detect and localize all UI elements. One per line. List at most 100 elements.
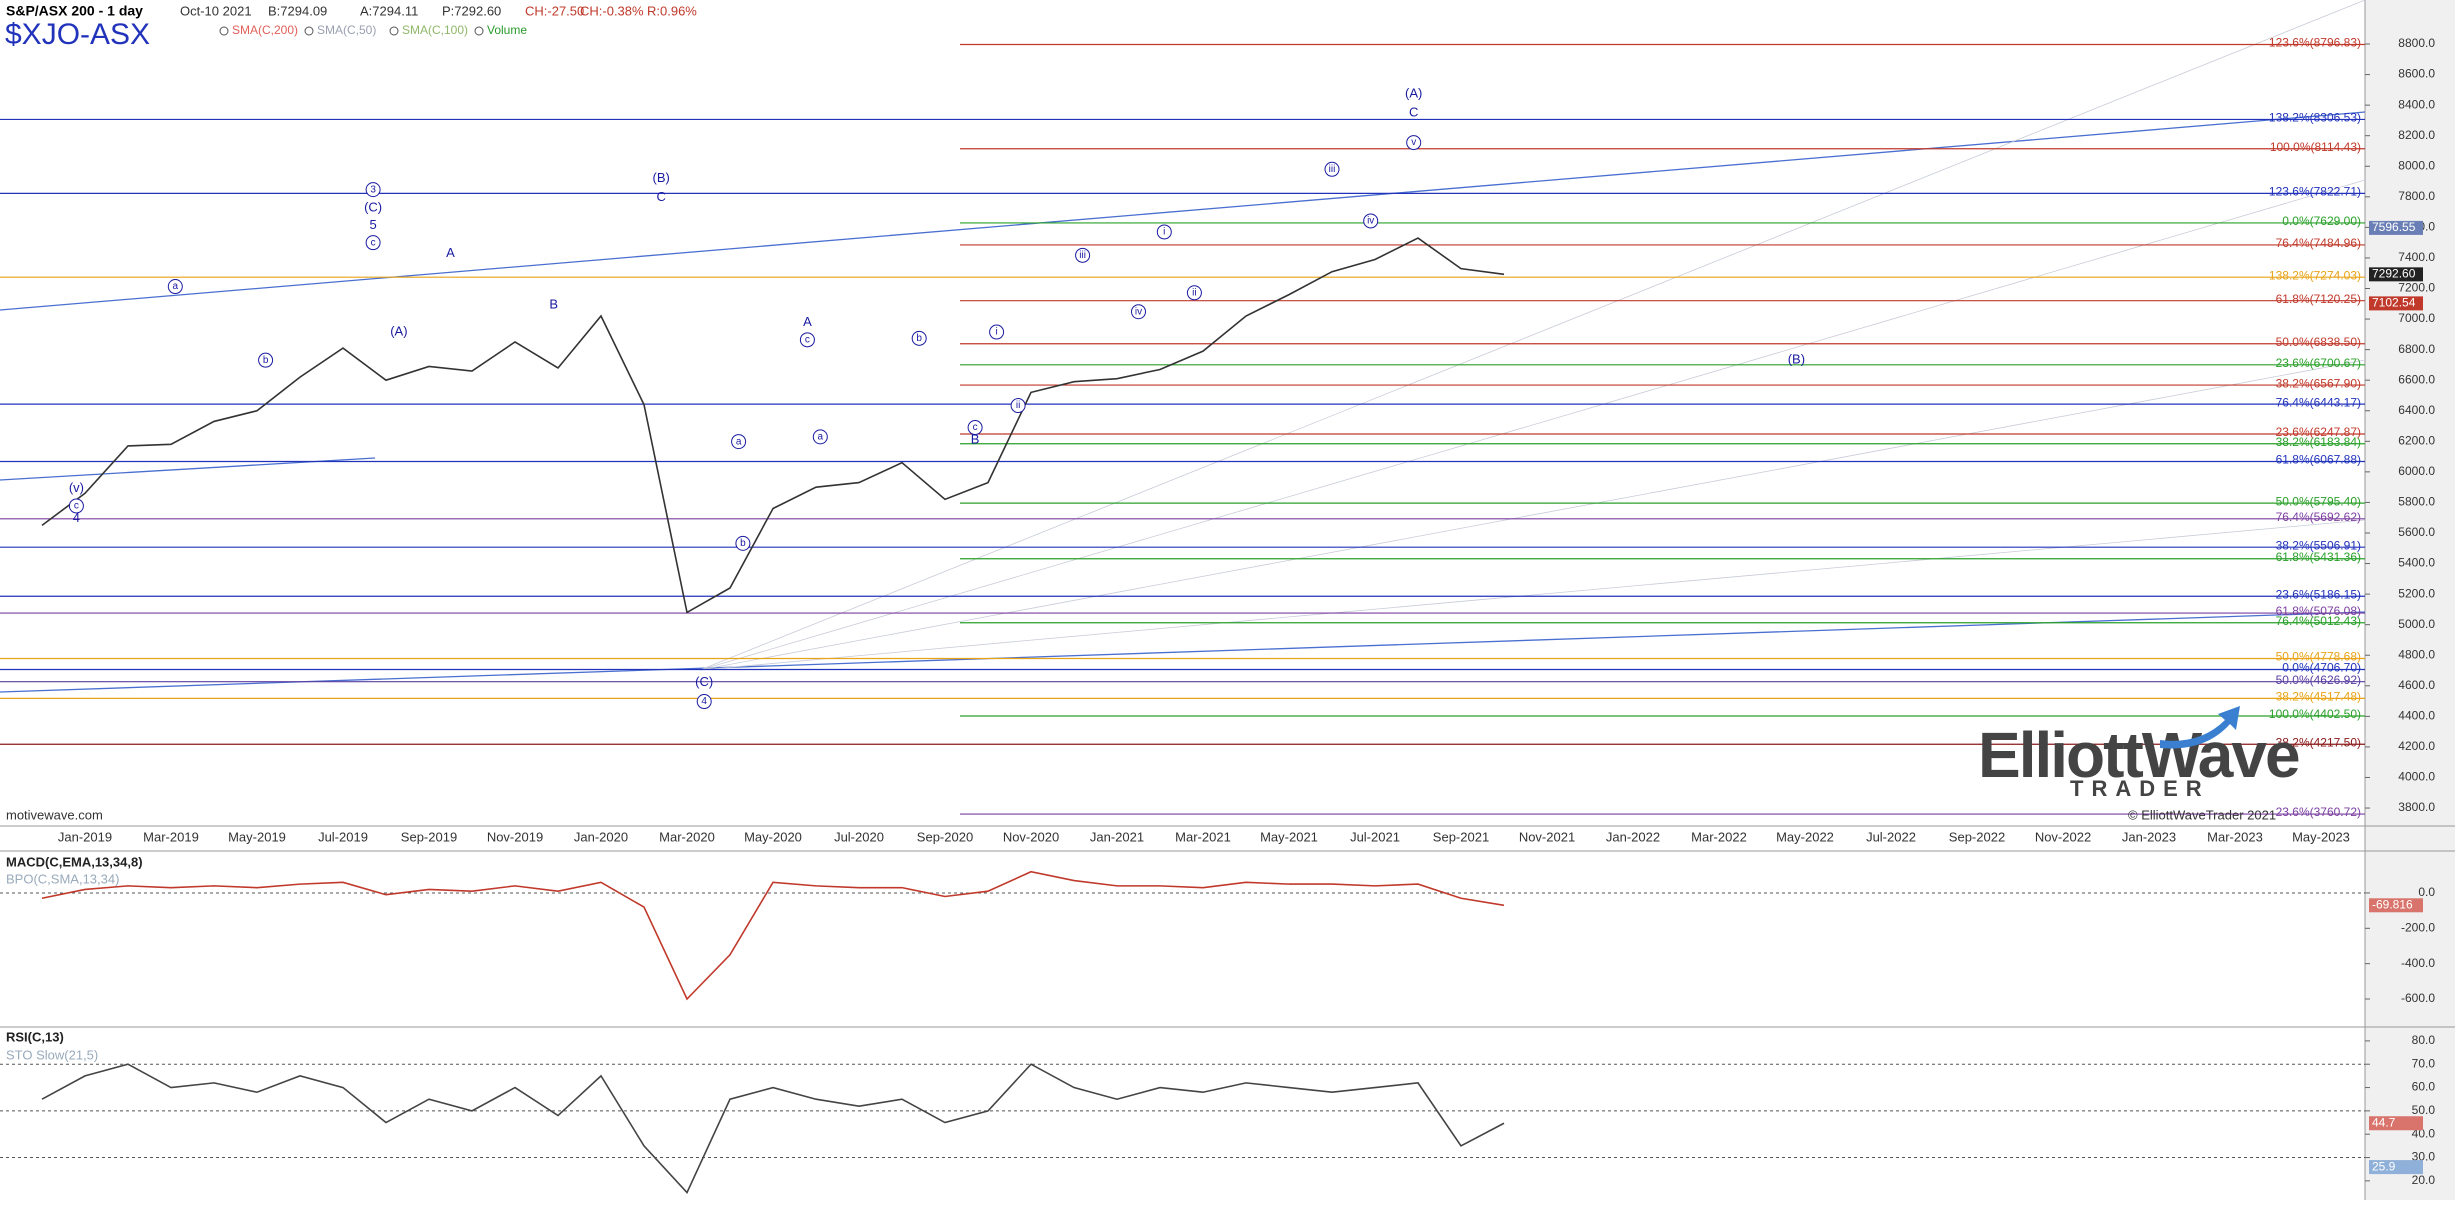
price-line bbox=[41, 237, 1505, 614]
fib-label: 61.8%(6067.88) bbox=[2276, 453, 2361, 467]
rsi-title: RSI(C,13) bbox=[6, 1029, 64, 1044]
copyright: © ElliottWaveTrader 2021 bbox=[2128, 807, 2276, 822]
quote-value: CH:-0.38% bbox=[580, 3, 644, 18]
wave-label: 4 bbox=[73, 510, 80, 525]
fib-label: 61.8%(7120.25) bbox=[2276, 292, 2361, 306]
y-tick-label: 20.0 bbox=[2412, 1173, 2436, 1187]
price-line bbox=[41, 870, 1505, 1001]
indicator-icon bbox=[389, 26, 399, 36]
fan-line bbox=[699, 359, 2366, 671]
fib-label: 23.6%(3760.72) bbox=[2276, 805, 2361, 819]
wave-circle bbox=[365, 235, 381, 251]
y-tick-label: 6200.0 bbox=[2398, 433, 2435, 447]
x-tick-label: May-2023 bbox=[2292, 829, 2350, 844]
wave-circle bbox=[989, 324, 1005, 340]
indicator-legend: SMA(C,200) bbox=[232, 23, 298, 37]
wave-label: c bbox=[371, 237, 376, 248]
fib-label: 0.0%(7629.00) bbox=[2282, 214, 2361, 228]
fib-label: 38.2%(6183.84) bbox=[2276, 435, 2361, 449]
wave-label: iii bbox=[1329, 164, 1336, 175]
wave-label: iv bbox=[1367, 216, 1374, 227]
quote-value: R:0.96% bbox=[647, 3, 697, 18]
indicator-legend: Volume bbox=[487, 23, 527, 37]
fib-label: 76.4%(5012.43) bbox=[2276, 614, 2361, 628]
logo-swoosh bbox=[2160, 706, 2240, 749]
wave-circle bbox=[731, 434, 747, 450]
fib-label: 23.6%(5186.15) bbox=[2276, 587, 2361, 601]
fib-label: 38.2%(4517.48) bbox=[2276, 690, 2361, 704]
macd-subtitle: BPO(C,SMA,13,34) bbox=[6, 871, 119, 886]
indicator-icon bbox=[474, 26, 484, 36]
price-marker bbox=[2369, 267, 2423, 282]
price-marker bbox=[2369, 898, 2423, 913]
y-tick-label: 7400.0 bbox=[2398, 250, 2435, 264]
y-tick-label: 4400.0 bbox=[2398, 709, 2435, 723]
wave-label: B bbox=[549, 297, 558, 312]
quote-value: P:7292.60 bbox=[442, 3, 501, 18]
wave-circle bbox=[911, 330, 927, 346]
wave-circle bbox=[258, 352, 274, 368]
quote-date: Oct-10 2021 bbox=[180, 3, 252, 18]
wave-circle bbox=[735, 535, 751, 551]
y-tick-label: 6800.0 bbox=[2398, 342, 2435, 356]
fib-levels: 123.6%(8796.83) 138.2%(8306.53) 100.0%(811… bbox=[0, 36, 2365, 819]
x-tick-label: Jan-2023 bbox=[2122, 829, 2176, 844]
axis-panel bbox=[2365, 0, 2455, 1200]
wave-label: ii bbox=[1016, 400, 1020, 411]
wave-label: a bbox=[173, 281, 179, 292]
wave-label: (B) bbox=[1788, 352, 1805, 367]
wave-circle bbox=[68, 498, 84, 514]
wave-circle bbox=[812, 429, 828, 445]
fib-label: 123.6%(7822.71) bbox=[2269, 185, 2361, 199]
wave-circle bbox=[1010, 398, 1026, 414]
fib-label: 76.4%(6443.17) bbox=[2276, 395, 2361, 409]
x-tick-label: Nov-2019 bbox=[487, 829, 543, 844]
price-line bbox=[41, 1063, 1505, 1194]
y-tick-label: 6400.0 bbox=[2398, 403, 2435, 417]
wave-label: c bbox=[805, 334, 810, 345]
x-tick-label: Jul-2021 bbox=[1350, 829, 1400, 844]
wave-label: b bbox=[740, 538, 746, 549]
wave-circle bbox=[967, 420, 983, 436]
quote-value: A:7294.11 bbox=[360, 3, 418, 18]
price-marker bbox=[2369, 1160, 2423, 1175]
y-tick-label: 4600.0 bbox=[2398, 678, 2435, 692]
y-tick-label: -400.0 bbox=[2401, 956, 2435, 970]
wave-label: (C) bbox=[364, 200, 382, 215]
price-marker bbox=[2369, 296, 2423, 311]
y-tick-label: 6000.0 bbox=[2398, 464, 2435, 478]
y-tick-label: 7800.0 bbox=[2398, 189, 2435, 203]
wave-label: 4 bbox=[701, 696, 707, 707]
x-tick-label: Nov-2021 bbox=[1519, 829, 1575, 844]
x-tick-label: Nov-2022 bbox=[2035, 829, 2091, 844]
x-tick-label: Jul-2020 bbox=[834, 829, 884, 844]
price-marker-label: 7596.55 bbox=[2372, 220, 2416, 234]
y-tick-label: 5200.0 bbox=[2398, 586, 2435, 600]
trendline bbox=[0, 611, 2366, 693]
watermark: motivewave.com bbox=[6, 807, 103, 822]
y-tick-label: 5400.0 bbox=[2398, 556, 2435, 570]
y-tick-label: 8800.0 bbox=[2398, 36, 2435, 50]
fib-label: 50.0%(4626.92) bbox=[2276, 673, 2361, 687]
y-tick-label: 5600.0 bbox=[2398, 525, 2435, 539]
instrument-title: S&P/ASX 200 - 1 day bbox=[6, 3, 143, 19]
indicator-icon bbox=[304, 26, 314, 36]
wave-label: a bbox=[818, 432, 824, 443]
wave-label: (A) bbox=[1405, 86, 1422, 101]
wave-label: B bbox=[971, 432, 980, 447]
fib-label: 100.0%(4402.50) bbox=[2269, 707, 2361, 721]
wave-label: 5 bbox=[369, 217, 376, 232]
wave-label: iv bbox=[1135, 306, 1142, 317]
wave-circle bbox=[365, 182, 381, 198]
y-tick-label: 8000.0 bbox=[2398, 158, 2435, 172]
wave-circle bbox=[1075, 247, 1091, 263]
wave-label: ii bbox=[1192, 287, 1196, 298]
y-tick-label: 60.0 bbox=[2412, 1080, 2436, 1094]
fib-label: 138.2%(7274.03) bbox=[2269, 268, 2361, 282]
price-marker-label: 25.9 bbox=[2372, 1159, 2396, 1173]
y-tick-label: 0.0 bbox=[2418, 885, 2435, 899]
y-tick-label: 4800.0 bbox=[2398, 647, 2435, 661]
fib-label: 38.2%(6567.90) bbox=[2276, 376, 2361, 390]
fib-label: 38.2%(5506.91) bbox=[2276, 538, 2361, 552]
